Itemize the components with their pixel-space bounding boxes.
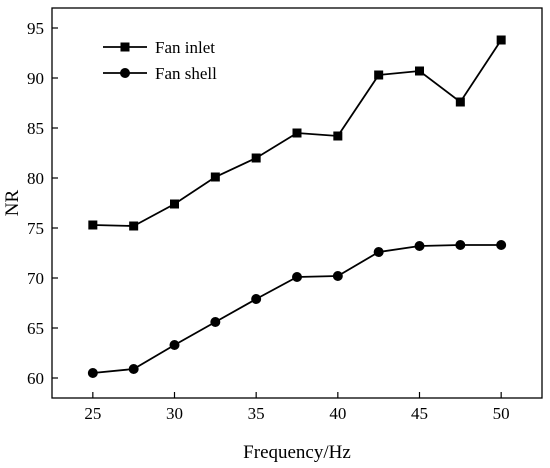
- series-fan-shell: [87, 240, 507, 378]
- data-point-fan-inlet: [251, 153, 261, 163]
- y-tick-label: 75: [27, 219, 44, 238]
- data-point-fan-shell: [169, 340, 180, 350]
- x-axis-title: Frequency/Hz: [243, 442, 351, 463]
- y-tick-label: 60: [27, 369, 44, 388]
- legend-item-fan-inlet: Fan inlet: [103, 38, 215, 57]
- legend-marker: [120, 68, 130, 78]
- y-tick-label: 90: [27, 69, 44, 88]
- y-axis-title: NR: [2, 189, 23, 216]
- data-point-fan-inlet: [374, 70, 384, 80]
- y-tick-label: 65: [27, 319, 44, 338]
- legend-label: Fan inlet: [155, 38, 215, 57]
- data-point-fan-shell: [455, 240, 466, 250]
- x-tick-label: 25: [84, 404, 101, 423]
- series-fan-inlet: [88, 35, 506, 231]
- legend-marker: [120, 42, 130, 52]
- series-layer: [87, 35, 507, 378]
- y-tick-label: 70: [27, 269, 44, 288]
- y-tick-label: 95: [27, 19, 44, 38]
- x-tick-label: 45: [411, 404, 428, 423]
- data-point-fan-shell: [87, 368, 98, 378]
- data-point-fan-inlet: [88, 220, 98, 230]
- x-tick-label: 40: [329, 404, 346, 423]
- x-tick-label: 50: [493, 404, 510, 423]
- data-point-fan-shell: [332, 271, 343, 281]
- legend: Fan inlet Fan shell: [103, 38, 217, 83]
- data-point-fan-inlet: [129, 221, 139, 231]
- data-point-fan-inlet: [333, 131, 343, 141]
- data-point-fan-shell: [128, 364, 139, 374]
- legend-item-fan-shell: Fan shell: [103, 64, 217, 83]
- data-point-fan-inlet: [170, 199, 179, 209]
- data-point-fan-inlet: [496, 35, 506, 45]
- data-point-fan-shell: [373, 247, 384, 257]
- x-tick-label: 35: [248, 404, 265, 423]
- x-tick-label: 30: [166, 404, 183, 423]
- data-point-fan-inlet: [455, 97, 465, 107]
- y-tick-label: 85: [27, 119, 44, 138]
- data-point-fan-inlet: [210, 172, 220, 182]
- plot-frame: [51, 7, 543, 399]
- data-point-fan-shell: [251, 294, 262, 304]
- data-point-fan-shell: [210, 317, 221, 327]
- y-tick-label: 80: [27, 169, 44, 188]
- data-point-fan-shell: [496, 240, 507, 250]
- data-point-fan-shell: [292, 272, 302, 282]
- legend-label: Fan shell: [155, 64, 217, 83]
- data-point-fan-inlet: [415, 66, 424, 76]
- axis-ticks: 25 30 35 40 45 50 60 65 70 75 80 85 90 95: [27, 19, 510, 423]
- data-point-fan-inlet: [292, 128, 302, 138]
- series-line-fan-shell: [92, 244, 502, 374]
- data-point-fan-shell: [414, 241, 425, 251]
